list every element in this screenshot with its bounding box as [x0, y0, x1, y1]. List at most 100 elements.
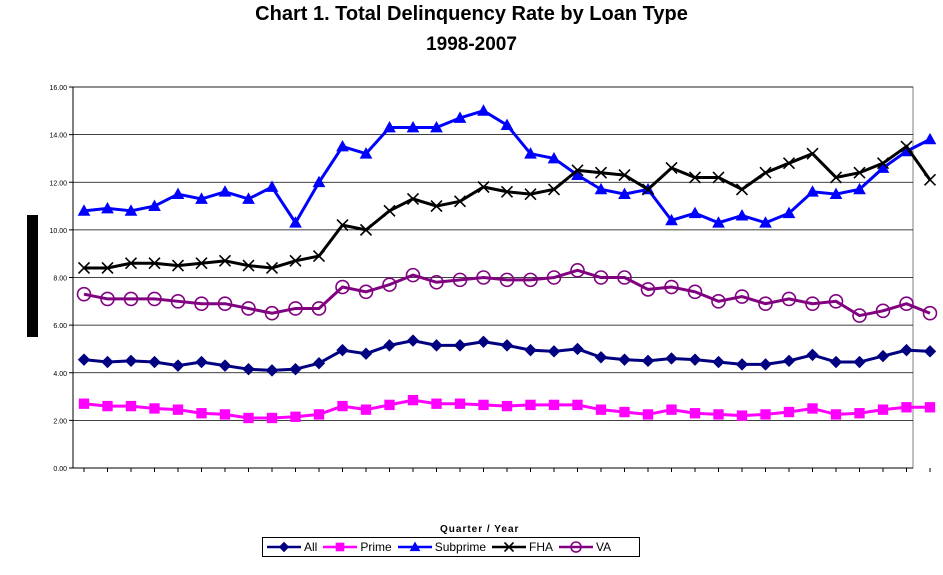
data-point	[759, 166, 772, 179]
data-point	[311, 301, 327, 316]
data-point	[783, 406, 795, 418]
data-point	[312, 175, 326, 188]
data-point	[617, 270, 632, 285]
data-point	[312, 357, 326, 370]
data-point	[384, 399, 395, 411]
data-point	[289, 254, 302, 267]
data-point	[171, 259, 185, 272]
data-point	[337, 400, 348, 412]
legend-swatch	[323, 542, 358, 552]
data-point	[241, 301, 256, 316]
data-point	[430, 199, 443, 213]
data-point	[335, 279, 350, 295]
legend-item-all: All	[267, 540, 317, 554]
data-point	[290, 411, 301, 422]
data-point	[171, 359, 185, 372]
data-point	[430, 339, 443, 352]
legend-swatch	[397, 541, 432, 552]
data-point	[101, 261, 114, 275]
legend-swatch	[559, 541, 594, 553]
data-point	[547, 345, 561, 358]
data-point	[195, 355, 208, 369]
data-point	[336, 140, 349, 152]
data-point	[170, 294, 186, 309]
data-point	[901, 402, 912, 413]
data-point	[382, 277, 397, 292]
data-point	[195, 192, 208, 204]
data-point	[499, 272, 515, 288]
data-point	[594, 166, 608, 179]
data-point	[618, 353, 631, 366]
data-point	[336, 542, 345, 552]
legend-label: FHA	[529, 540, 554, 554]
data-point	[429, 274, 444, 290]
chart-subtitle: 1998-2007	[426, 34, 517, 55]
data-point	[828, 294, 844, 309]
data-point	[688, 353, 702, 366]
data-point	[312, 250, 326, 263]
data-point	[876, 349, 890, 363]
data-point	[265, 364, 279, 377]
data-point	[77, 261, 91, 275]
data-point	[194, 296, 209, 311]
data-point	[618, 169, 631, 182]
data-point	[923, 345, 937, 358]
legend-swatch	[267, 541, 301, 553]
data-point	[77, 204, 91, 216]
data-point	[336, 219, 349, 232]
data-point	[264, 305, 280, 321]
series-line-va	[83, 268, 931, 318]
data-point	[406, 192, 420, 205]
data-point	[735, 358, 749, 371]
data-point	[125, 400, 137, 412]
legend-item-subprime: Subprime	[397, 540, 486, 554]
data-point	[805, 296, 820, 311]
data-point	[453, 195, 467, 208]
data-point	[100, 291, 115, 307]
data-point	[640, 282, 656, 297]
data-point	[830, 409, 842, 420]
data-point	[477, 104, 490, 116]
data-point	[124, 257, 138, 270]
data-point	[642, 409, 654, 420]
data-point	[572, 399, 583, 411]
data-point	[102, 400, 113, 412]
data-point	[877, 404, 889, 415]
data-point	[853, 182, 866, 195]
data-point	[782, 354, 796, 368]
data-point	[547, 183, 561, 196]
data-point	[500, 118, 514, 130]
data-point	[875, 303, 891, 319]
data-point	[501, 400, 513, 412]
data-point	[923, 132, 937, 145]
data-point	[641, 183, 655, 196]
data-point	[148, 257, 161, 270]
legend-item-va: VA	[559, 540, 611, 554]
data-point	[829, 187, 843, 200]
y-tick-label: 10.00	[49, 228, 67, 235]
data-point	[218, 254, 232, 267]
data-point	[571, 164, 584, 177]
data-point	[147, 291, 162, 307]
y-tick-label: 6.00	[53, 323, 67, 330]
data-point	[409, 541, 421, 552]
data-point	[477, 335, 490, 349]
data-point	[266, 412, 278, 424]
data-point	[899, 296, 914, 311]
data-point	[242, 362, 255, 376]
y-tick-label: 16.00	[49, 85, 67, 92]
data-point	[782, 206, 796, 219]
data-point	[196, 408, 207, 419]
data-point	[124, 354, 138, 368]
data-point	[923, 173, 937, 186]
side-decoration-bar	[27, 215, 38, 337]
data-point	[218, 185, 232, 197]
data-point	[243, 412, 254, 424]
data-point	[478, 399, 489, 411]
data-point	[571, 168, 584, 181]
data-point	[594, 351, 608, 364]
y-tick-label: 8.00	[53, 276, 67, 283]
data-point	[570, 541, 582, 553]
data-point	[523, 272, 538, 288]
data-point	[431, 398, 442, 409]
